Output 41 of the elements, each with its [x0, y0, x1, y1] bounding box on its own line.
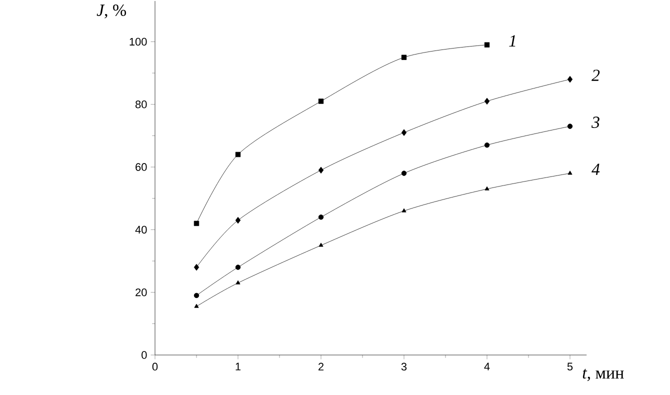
point: [402, 208, 406, 212]
point: [194, 220, 200, 226]
x-axis-title: t, мин: [582, 368, 624, 382]
point: [194, 292, 200, 298]
point: [318, 214, 324, 220]
point: [484, 142, 490, 148]
x-tick-label: 2: [318, 362, 324, 370]
y-tick-label: 20: [136, 288, 147, 296]
point: [318, 166, 324, 174]
x-tick-label: 3: [401, 362, 407, 371]
x-tick-label: 4: [484, 362, 490, 370]
y-tick-label: 40: [135, 226, 147, 234]
point: [484, 186, 490, 190]
point: [194, 264, 200, 271]
y-tick-label: 0: [142, 351, 147, 359]
point: [484, 42, 490, 48]
point: [567, 124, 573, 129]
point: [318, 98, 324, 104]
point: [401, 129, 407, 136]
point: [401, 54, 407, 60]
point: [235, 264, 241, 270]
y-tick-label: 60: [136, 163, 147, 171]
x-tick-label: 5: [567, 362, 573, 370]
series-label: 4: [592, 164, 600, 175]
series-label: 2: [592, 70, 600, 81]
y-tick-label: 100: [130, 38, 147, 46]
point: [236, 280, 240, 284]
point: [194, 304, 199, 308]
y-axis-title: J, %: [96, 4, 126, 18]
series-label: 1: [509, 35, 516, 46]
point: [401, 170, 407, 176]
point: [567, 76, 573, 83]
point: [318, 242, 324, 247]
point: [235, 216, 241, 224]
point: [235, 152, 241, 158]
y-tick-label: 80: [136, 100, 147, 108]
point: [484, 98, 490, 105]
x-tick-label: 0: [152, 362, 158, 371]
point: [568, 170, 572, 175]
series-label: 3: [591, 116, 600, 128]
x-tick-label: 1: [236, 362, 241, 370]
